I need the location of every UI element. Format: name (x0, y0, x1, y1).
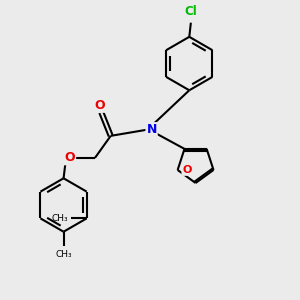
Text: CH₃: CH₃ (52, 214, 68, 223)
Text: O: O (64, 152, 75, 164)
Text: CH₃: CH₃ (55, 250, 72, 259)
Text: O: O (94, 99, 105, 112)
Text: N: N (146, 123, 157, 136)
Text: O: O (182, 165, 192, 175)
Text: Cl: Cl (184, 5, 197, 18)
